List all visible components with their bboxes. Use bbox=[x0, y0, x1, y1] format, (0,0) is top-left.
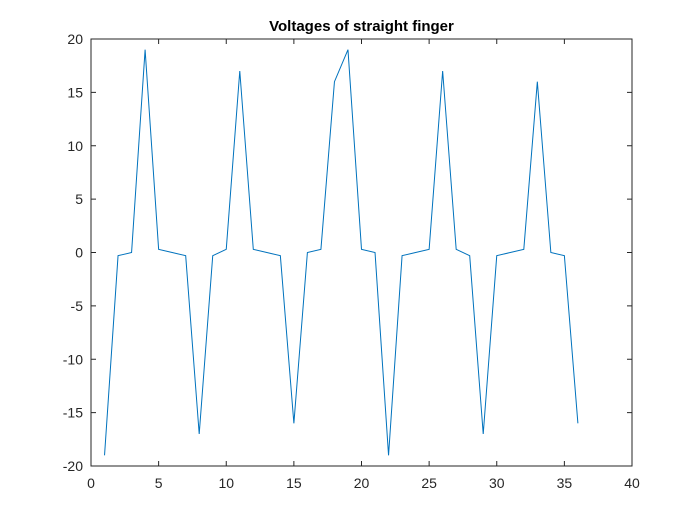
y-tick-label: 20 bbox=[67, 31, 83, 47]
series-layer bbox=[104, 49, 579, 456]
y-tick-label: -15 bbox=[63, 405, 83, 421]
y-tick-label: -5 bbox=[71, 298, 84, 314]
y-tick-label: 15 bbox=[67, 84, 83, 100]
y-tick-label: 5 bbox=[75, 191, 83, 207]
y-tick-label: 0 bbox=[75, 245, 83, 261]
x-tick-label: 30 bbox=[489, 475, 505, 491]
chart-title: Voltages of straight finger bbox=[269, 18, 454, 35]
series-line bbox=[104, 49, 579, 456]
x-axis: 0 5 10 15 20 25 30 35 40 bbox=[87, 39, 640, 491]
x-tick-label: 0 bbox=[87, 475, 95, 491]
plot-area-background bbox=[91, 39, 632, 466]
x-tick-label: 15 bbox=[286, 475, 302, 491]
x-tick-label: 25 bbox=[421, 475, 437, 491]
x-tick-label: 35 bbox=[557, 475, 573, 491]
x-tick-label: 40 bbox=[624, 475, 640, 491]
y-axis: -20 -15 -10 -5 0 5 10 15 20 bbox=[63, 31, 632, 474]
y-tick-label: 10 bbox=[67, 138, 83, 154]
x-tick-label: 20 bbox=[354, 475, 370, 491]
y-tick-label: -20 bbox=[63, 458, 83, 474]
x-tick-label: 5 bbox=[155, 475, 163, 491]
x-tick-label: 10 bbox=[218, 475, 234, 491]
y-tick-label: -10 bbox=[63, 351, 83, 367]
